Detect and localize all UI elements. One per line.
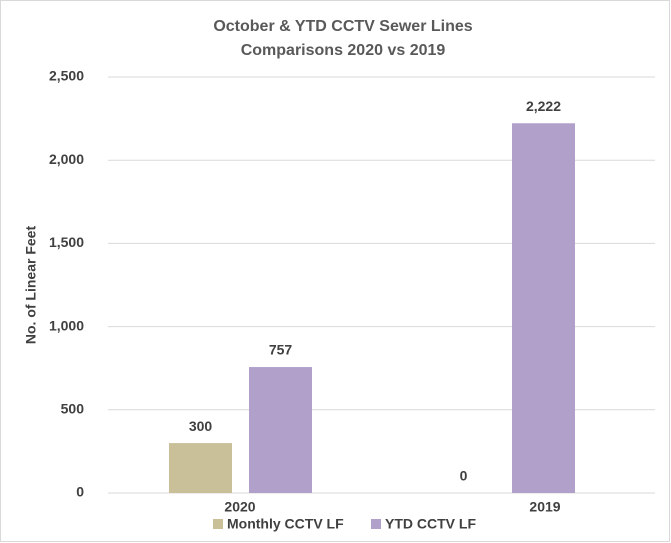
bar — [169, 443, 232, 493]
data-label: 0 — [460, 468, 468, 484]
y-axis-label: No. of Linear Feet — [23, 226, 39, 345]
y-tick-label: 0 — [76, 484, 84, 500]
y-tick-label: 500 — [61, 401, 85, 417]
chart-subtitle: Comparisons 2020 vs 2019 — [241, 42, 446, 59]
data-label: 2,222 — [526, 98, 561, 114]
legend-label: Monthly CCTV LF — [227, 516, 344, 532]
y-tick-label: 2,500 — [49, 68, 84, 84]
x-tick-label: 2020 — [224, 499, 255, 515]
legend-swatch — [213, 519, 223, 529]
legend-label: YTD CCTV LF — [385, 516, 476, 532]
y-tick-label: 1,500 — [49, 234, 84, 250]
y-tick-label: 1,000 — [49, 317, 84, 333]
chart-title: October & YTD CCTV Sewer Lines — [213, 18, 472, 35]
legend-swatch — [371, 519, 381, 529]
x-tick-label: 2019 — [529, 499, 560, 515]
data-label: 757 — [269, 342, 293, 358]
data-label: 300 — [189, 418, 213, 434]
y-tick-label: 2,000 — [49, 151, 84, 167]
bar — [512, 123, 575, 493]
bar — [249, 367, 312, 493]
